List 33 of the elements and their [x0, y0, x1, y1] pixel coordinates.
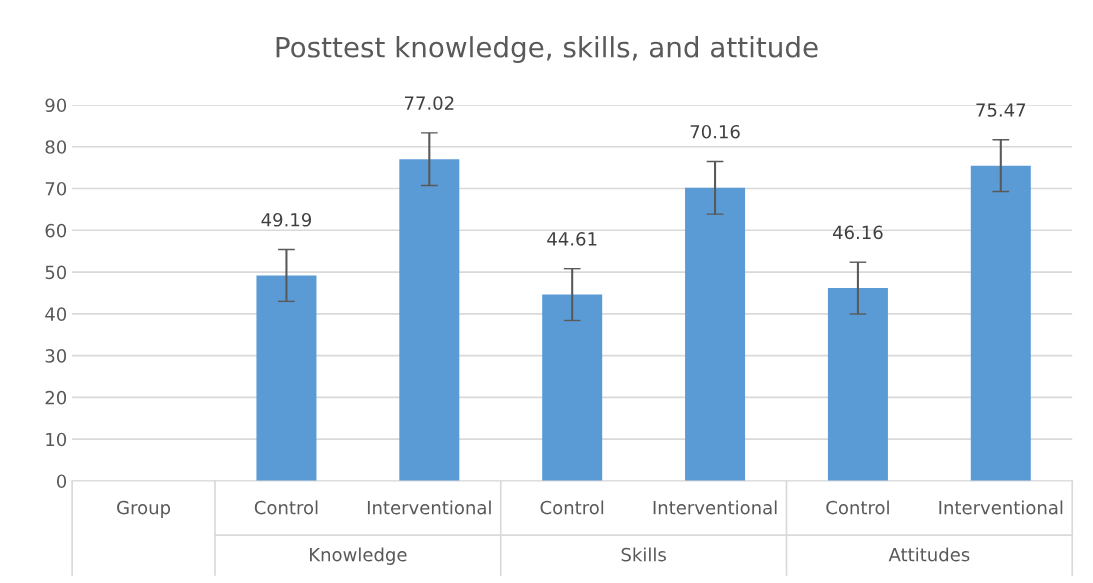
bar — [685, 187, 746, 481]
x-tick-label: Interventional — [367, 500, 491, 515]
text: Attitudes — [888, 547, 970, 562]
bar — [827, 288, 888, 481]
data-label: 70.16 — [690, 124, 740, 139]
bar — [542, 294, 603, 481]
y-tick-label: 50 — [45, 265, 67, 280]
y-tick-label: 30 — [45, 349, 67, 363]
x-tick-label: Interventional — [939, 500, 1063, 515]
y-tick-label: 10 — [46, 432, 67, 447]
x-tick-label: Control — [254, 500, 318, 515]
data-label: 49.19 — [261, 212, 312, 227]
bar — [256, 275, 317, 481]
y-tick-label: 90 — [45, 98, 67, 113]
y-tick-label: 60 — [45, 223, 67, 238]
x-tick-label: Group — [117, 500, 171, 518]
text: Knowledge — [310, 547, 407, 565]
x-tick-label: Control — [826, 500, 889, 515]
y-tick-label: 80 — [45, 140, 67, 154]
x-tick-label: Control — [540, 500, 604, 515]
bar — [399, 159, 460, 481]
data-label: 75.47 — [976, 103, 1026, 117]
y-tick-label: 70 — [45, 181, 67, 196]
y-tick-label: 0 — [56, 474, 67, 489]
data-label: 77.02 — [404, 96, 454, 110]
bar — [970, 165, 1031, 481]
data-label: 44.61 — [547, 232, 597, 246]
y-tick-label: 20 — [45, 390, 67, 405]
text: Skills — [621, 547, 666, 562]
x-tick-label: Interventional — [653, 500, 777, 515]
data-label: 46.16 — [832, 225, 883, 240]
y-tick-label: 40 — [45, 307, 67, 321]
chart-title: Posttest knowledge, skills, and attitude — [276, 36, 818, 63]
